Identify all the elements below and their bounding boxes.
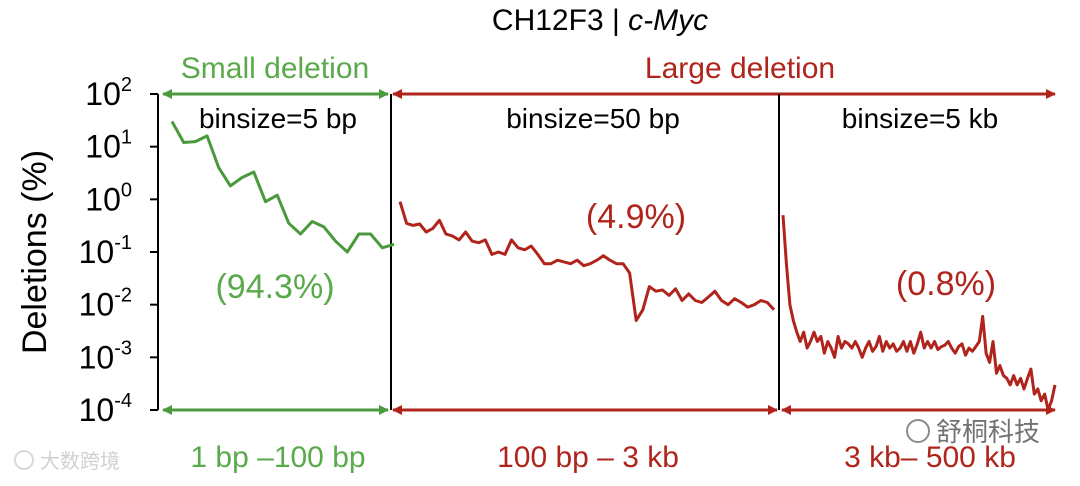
chart-title: CH12F3 | c-Myc [492,4,708,37]
y-tick-label: 102 [85,74,132,112]
watermark-right-text: 舒桐科技 [936,417,1040,447]
small-deletion-label: Small deletion [181,52,369,85]
y-tick-label: 100 [85,179,132,217]
series-line-1 [170,120,395,254]
percent-label-right: (0.8%) [896,265,996,303]
series-line-3 [781,215,1057,412]
percent-label-small: (94.3%) [215,268,334,306]
wechat-icon [906,419,930,443]
y-tick-label: 101 [85,127,132,165]
y-axis-label: Deletions (%) [16,150,54,354]
watermark-left: 大数跨境 [14,450,120,473]
y-tick-label: 10-3 [79,337,132,375]
title-main: CH12F3 | [492,4,628,37]
range-label-small: 1 bp –100 bp [190,441,365,474]
watermark-left-text: 大数跨境 [40,450,120,473]
series-line-2 [398,201,776,322]
y-tick-label: 10-4 [79,390,132,428]
range-label-right: 3 kb– 500 kb [844,441,1016,474]
range-label-mid: 100 bp – 3 kb [497,441,679,474]
y-tick-label: 10-2 [79,285,132,323]
large-deletion-label: Large deletion [645,52,835,85]
binsize-label-small: binsize=5 bp [199,103,357,134]
binsize-label-right: binsize=5 kb [842,103,998,134]
title-gene: c-Myc [628,4,708,37]
watermark-right: 舒桐科技 [906,417,1040,447]
y-ticks: 102 101 100 10-1 10-2 10-3 10-4 [79,74,158,428]
binsize-label-mid: binsize=50 bp [506,103,680,134]
y-tick-label: 10-1 [79,232,132,270]
percent-label-mid: (4.9%) [586,198,686,236]
series-layer [170,120,1057,412]
watermark-logo-icon [14,450,34,470]
